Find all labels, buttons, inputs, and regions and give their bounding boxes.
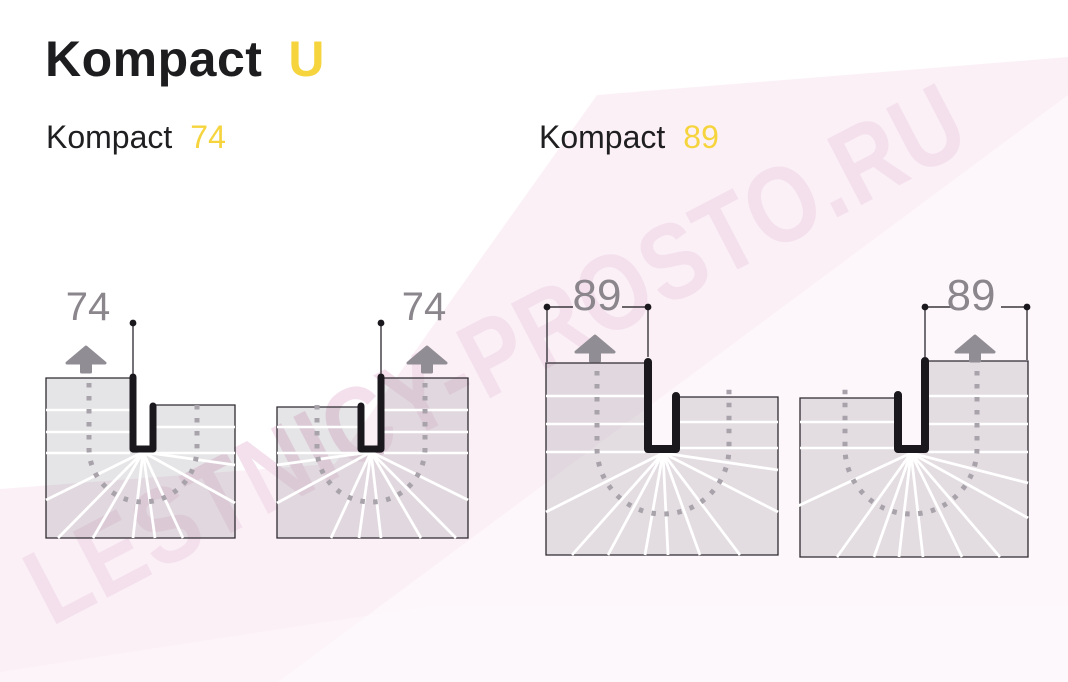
dimension-marker — [543, 303, 573, 362]
up-arrow-icon — [574, 334, 616, 363]
winder-step-line — [370, 451, 457, 539]
dimension-marker — [921, 303, 951, 357]
winder-step-line — [141, 451, 185, 539]
winder-step-line — [662, 451, 779, 472]
dimension-marker — [129, 319, 137, 374]
winder-step-line — [545, 451, 664, 514]
background-light-triangle — [278, 95, 1068, 682]
winder-step-line — [329, 451, 373, 539]
winder-step-line — [909, 452, 964, 558]
staircase-diagram-kompact-89-right: 89 — [797, 271, 1031, 558]
dimension-dot — [921, 303, 929, 311]
page-title: Kompact U — [45, 30, 325, 88]
winder-step-line — [142, 450, 236, 505]
u-profile — [357, 373, 385, 453]
page-title-main: Kompact — [45, 31, 263, 87]
winder-step-line — [909, 452, 1002, 558]
winder-step-line — [661, 452, 742, 556]
staircase-diagram-kompact-74-right: 74 — [276, 285, 469, 539]
background-band — [0, 408, 1068, 682]
dimension-dot — [644, 303, 652, 311]
winder-step-line — [570, 452, 665, 556]
dimension-dot — [129, 319, 137, 327]
u-profile — [129, 373, 157, 453]
dimension-dot — [1023, 303, 1031, 311]
dimension-label: 89 — [947, 271, 996, 320]
winder-step-line — [91, 451, 145, 539]
up-arrow-icon — [954, 334, 996, 363]
winder-step-line — [910, 451, 1029, 520]
dimension-label: 74 — [66, 285, 111, 329]
u-profile — [644, 358, 680, 453]
winder-step-line — [57, 451, 144, 539]
dimension-marker — [1001, 303, 1031, 360]
winder-step-line — [357, 451, 373, 539]
winder-step-line — [131, 451, 145, 539]
dimension-marker — [377, 319, 385, 374]
section-title-kompact-89: Kompact 89 — [539, 119, 719, 156]
background-light-strip — [0, 606, 1068, 682]
dimension-dot — [543, 303, 551, 311]
page-title-accent: U — [288, 31, 326, 87]
dimension-dot — [377, 319, 385, 327]
winder-step-line — [897, 452, 913, 558]
winder-step-line — [909, 452, 925, 558]
dimension-marker — [622, 303, 652, 357]
section-label: Kompact — [46, 119, 173, 155]
winder-step-line — [369, 451, 383, 539]
winder-step-line — [661, 452, 670, 556]
winder-step-line — [142, 450, 236, 467]
winder-step-line — [369, 451, 423, 539]
winder-step-line — [910, 451, 1029, 485]
winder-step-line — [661, 452, 702, 556]
section-title-kompact-74: Kompact 74 — [46, 119, 226, 156]
winder-step-line — [643, 452, 665, 556]
winder-step-line — [835, 452, 913, 558]
up-arrow-icon — [406, 345, 448, 374]
up-arrow-icon — [65, 345, 107, 374]
staircase-diagram-kompact-74-left: 74 — [45, 285, 236, 539]
winder-step-line — [276, 450, 372, 467]
dimension-label: 89 — [573, 271, 622, 320]
section-value: 89 — [683, 119, 719, 155]
section-label: Kompact — [539, 119, 666, 155]
winder-step-line — [141, 451, 157, 539]
section-value: 74 — [190, 119, 226, 155]
winder-step-line — [872, 452, 913, 558]
staircase-diagram-kompact-89-left: 89 — [543, 271, 779, 556]
u-profile — [894, 357, 929, 453]
winder-step-line — [606, 452, 665, 556]
dimension-label: 74 — [402, 285, 447, 329]
winder-step-line — [276, 450, 372, 505]
